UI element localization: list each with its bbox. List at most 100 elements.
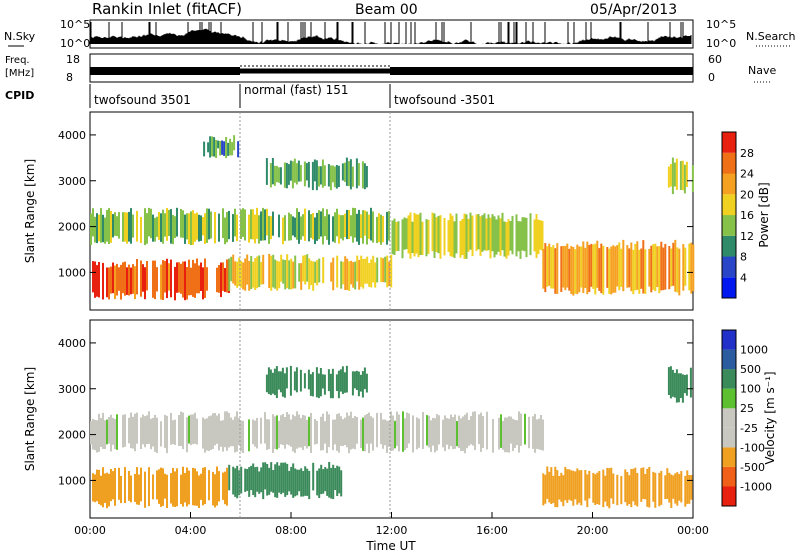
range-time-cell <box>671 157 674 195</box>
range-time-cell <box>443 218 446 256</box>
range-time-cell <box>202 467 204 506</box>
range-time-cell <box>346 412 348 448</box>
range-time-cell <box>495 219 498 255</box>
range-time-cell <box>220 420 222 447</box>
range-time-cell <box>685 161 688 187</box>
range-time-cell <box>182 261 184 298</box>
range-time-cell <box>280 462 283 495</box>
range-time-cell <box>642 467 645 499</box>
range-time-cell <box>290 466 293 495</box>
range-time-cell <box>447 220 450 252</box>
range-time-cell <box>630 242 633 292</box>
range-time-cell <box>106 210 108 242</box>
range-time-cell <box>274 464 277 498</box>
range-time-cell <box>380 412 382 445</box>
range-time-cell <box>266 464 269 496</box>
power-cells <box>90 135 695 301</box>
range-time-cell <box>264 209 266 241</box>
range-time-cell <box>104 473 106 503</box>
range-time-cell <box>648 467 651 508</box>
range-time-cell <box>336 465 339 496</box>
range-time-cell <box>180 474 182 505</box>
range-time-cell <box>150 208 152 239</box>
range-time-cell <box>390 254 393 288</box>
colorbar-cell <box>722 256 736 278</box>
range-time-cell <box>315 367 318 398</box>
range-time-cell <box>354 415 356 450</box>
y-tick-label: 4000 <box>58 337 86 350</box>
range-time-cell <box>192 259 194 297</box>
range-time-cell <box>540 415 542 450</box>
range-time-cell <box>288 212 290 241</box>
range-time-cell <box>218 413 220 451</box>
range-time-cell <box>315 160 318 191</box>
range-time-cell <box>162 468 164 506</box>
range-time-cell <box>289 365 292 396</box>
range-time-cell <box>344 256 347 290</box>
range-time-cell <box>279 167 282 185</box>
range-time-cell <box>434 418 436 453</box>
range-time-cell <box>357 371 360 397</box>
range-time-cell <box>256 466 259 492</box>
range-time-cell <box>686 470 689 504</box>
range-time-cell <box>455 213 458 254</box>
range-time-cell <box>271 372 274 394</box>
range-time-cell <box>450 414 452 447</box>
range-time-cell <box>114 468 116 506</box>
range-time-cell <box>338 214 340 244</box>
range-time-cell <box>481 215 484 252</box>
range-time-cell <box>684 475 687 507</box>
range-time-cell <box>316 470 319 496</box>
range-time-cell <box>200 215 202 241</box>
range-time-cell <box>258 215 260 244</box>
range-time-cell <box>376 412 378 448</box>
range-time-cell <box>402 411 404 452</box>
range-time-cell <box>658 472 661 507</box>
colorbar-tick-label: 28 <box>740 147 754 160</box>
colorbar-cell <box>722 215 736 236</box>
range-time-cell <box>430 420 432 452</box>
range-time-cell <box>339 369 342 392</box>
range-time-cell <box>355 158 358 189</box>
freq-tick-bottom: 8 <box>66 71 73 84</box>
range-time-cell <box>154 414 156 452</box>
colorbar-cell <box>722 152 736 174</box>
range-time-cell <box>152 474 154 500</box>
range-time-cell <box>684 247 687 286</box>
range-time-cell <box>580 246 583 288</box>
range-time-cell <box>368 214 370 239</box>
range-time-cell <box>542 473 545 506</box>
range-time-cell <box>287 164 290 185</box>
range-time-cell <box>136 412 138 444</box>
range-time-cell <box>284 417 286 449</box>
range-time-cell <box>172 467 174 507</box>
freq-strip: Freq. [MHz] 18 8 Nave 60 0 <box>5 53 776 84</box>
range-time-cell <box>572 470 575 506</box>
range-time-cell <box>272 254 275 288</box>
range-time-cell <box>472 411 474 446</box>
range-time-cell <box>352 262 355 288</box>
range-time-cell <box>437 215 440 254</box>
range-time-cell <box>112 262 114 294</box>
range-time-cell <box>667 367 670 395</box>
range-time-cell <box>270 462 273 492</box>
colorbar-cell <box>722 194 736 216</box>
range-time-cell <box>274 259 277 289</box>
range-time-cell <box>276 260 279 291</box>
range-time-cell <box>364 210 366 236</box>
range-time-cell <box>203 141 206 157</box>
range-time-cell <box>248 419 250 452</box>
range-time-cell <box>576 468 579 505</box>
range-time-cell <box>229 138 232 156</box>
range-time-cell <box>297 160 300 182</box>
x-tick-label: 00:00 <box>74 524 106 537</box>
range-time-cell <box>324 216 326 237</box>
power-panel: 1000 2000 3000 4000 Slant Range [km] <box>23 111 695 311</box>
velocity-colorbar: -1000 -500 -100 -25 25 100 500 1000 Velocity [m… <box>721 329 777 507</box>
range-time-cell <box>438 415 440 445</box>
range-time-cell <box>194 263 196 298</box>
range-time-cell <box>446 418 448 445</box>
range-time-cell <box>228 258 231 292</box>
range-time-cell <box>390 411 392 451</box>
colorbar-tick-label: 24 <box>740 168 754 181</box>
